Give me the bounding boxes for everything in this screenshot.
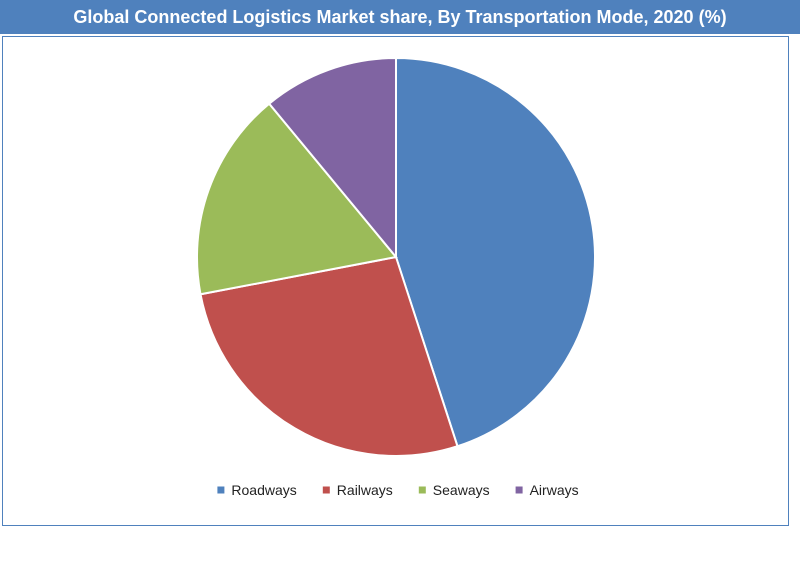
legend-item-seaways: Seaways	[418, 482, 490, 498]
legend-label-airways: Airways	[530, 482, 579, 498]
chart-title: Global Connected Logistics Market share,…	[0, 0, 800, 34]
legend-label-roadways: Roadways	[231, 482, 296, 498]
chart-legend: Roadways Railways Seaways Airways	[217, 482, 579, 498]
pie-slice-railways	[199, 255, 459, 457]
legend-label-railways: Railways	[337, 482, 393, 498]
legend-marker-roadways	[217, 486, 225, 494]
pie-slice-seaways	[196, 102, 398, 296]
pie-slice-airways	[267, 56, 397, 260]
legend-marker-seaways	[418, 486, 426, 494]
legend-item-railways: Railways	[322, 482, 393, 498]
pie-slice-roadways	[395, 56, 596, 448]
legend-marker-railways	[322, 486, 330, 494]
legend-item-airways: Airways	[515, 482, 579, 498]
legend-item-roadways: Roadways	[217, 482, 297, 498]
legend-label-seaways: Seaways	[433, 482, 490, 498]
pie-slices	[196, 56, 596, 457]
legend-marker-airways	[515, 486, 523, 494]
